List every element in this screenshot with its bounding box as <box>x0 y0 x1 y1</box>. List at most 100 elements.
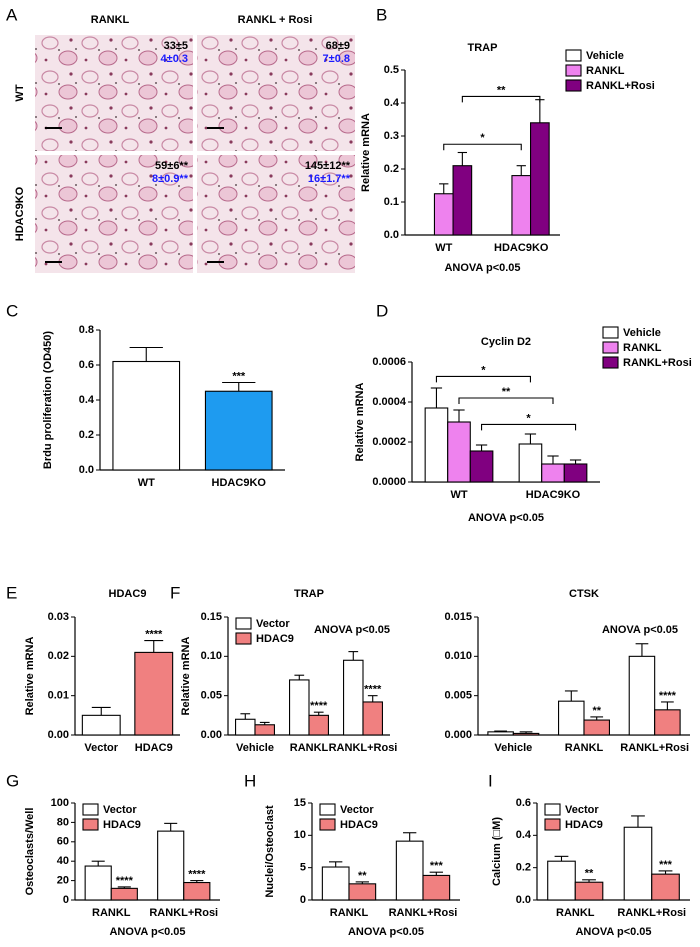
x-tick-label: HDAC9KO <box>526 489 581 501</box>
y-tick-label: 0 <box>63 894 69 906</box>
panel-letter: E <box>6 583 17 602</box>
bracket-label: * <box>481 364 486 376</box>
panel-letter: B <box>376 5 387 24</box>
micrograph <box>35 35 193 151</box>
y-tick-label: 0.03 <box>48 611 69 623</box>
y-tick-label: 0.02 <box>48 650 69 662</box>
legend-label: RANKL+Rosi <box>623 357 692 369</box>
panel-letter: C <box>6 301 18 320</box>
note: ANOVA p<0.05 <box>468 512 544 524</box>
bracket <box>458 397 554 404</box>
y-tick-label: 0.05 <box>201 690 222 702</box>
legend-swatch <box>602 356 619 369</box>
bar <box>487 731 514 736</box>
legend-swatch <box>319 818 336 831</box>
legend-swatch <box>82 818 99 831</box>
note: ANOVA p<0.05 <box>109 926 185 938</box>
y-tick-label: 80 <box>57 816 69 828</box>
bar <box>541 463 565 483</box>
bar <box>84 865 112 901</box>
y-tick-label: 0.3 <box>384 130 399 142</box>
x-tick-label: HDAC9KO <box>212 477 267 489</box>
count: 4±0.3 <box>161 53 188 65</box>
y-tick-label: 0.0000 <box>372 476 406 488</box>
legend-label: HDAC9 <box>565 819 603 831</box>
bar <box>547 860 576 901</box>
y-tick-label: 0.1 <box>384 196 399 208</box>
y-tick-label: 0 <box>300 894 306 906</box>
legend-label: RANKL+Rosi <box>586 80 655 92</box>
legend-swatch <box>319 803 336 816</box>
bracket <box>443 143 522 151</box>
bar <box>651 873 680 901</box>
y-tick-label: 0.0 <box>516 894 531 906</box>
y-tick-label: 0.005 <box>444 690 472 702</box>
significance: **** <box>659 690 677 702</box>
legend-swatch <box>602 341 619 354</box>
y-tick-label: 0.00 <box>48 729 69 741</box>
bar <box>583 719 610 736</box>
y-tick-label: 0.4 <box>79 394 95 406</box>
x-tick-label: RANKL+Rosi <box>329 742 398 754</box>
panel-letter: G <box>6 771 19 790</box>
bar <box>512 732 540 736</box>
y-tick-label: 20 <box>57 875 69 887</box>
x-tick-label: Vehicle <box>236 742 274 754</box>
legend-label: HDAC9 <box>340 819 378 831</box>
bar <box>447 421 471 483</box>
y-axis-label: Relative mRNA <box>24 637 36 716</box>
chart-title: TRAP <box>468 42 498 54</box>
bracket <box>481 423 577 431</box>
chart-title: TRAP <box>294 588 324 600</box>
legend-swatch <box>544 803 561 816</box>
legend-swatch <box>235 632 252 645</box>
bracket-label: ** <box>502 386 511 398</box>
x-tick-label: RANKL+Rosi <box>617 907 686 919</box>
bar <box>343 659 364 736</box>
count: 7±0.8 <box>323 53 350 65</box>
panel-letter: A <box>6 5 18 24</box>
bar <box>558 700 585 736</box>
bar <box>348 883 377 901</box>
legend-label: Vector <box>340 804 374 816</box>
y-tick-label: 0.6 <box>79 359 94 371</box>
x-tick-label: RANKL <box>330 907 369 919</box>
legend-swatch <box>82 803 99 816</box>
legend-swatch <box>565 64 582 77</box>
y-tick-label: 0.2 <box>79 429 94 441</box>
y-tick-label: 0.00 <box>201 729 222 741</box>
note: ANOVA p<0.05 <box>444 262 520 274</box>
legend-label: Vector <box>565 804 599 816</box>
bar <box>469 450 494 483</box>
significance: **** <box>116 875 134 887</box>
significance: *** <box>430 860 444 872</box>
bar <box>81 714 121 736</box>
y-tick-label: 0.4 <box>516 829 532 841</box>
legend-label: Vehicle <box>623 327 661 339</box>
column-label: RANKL <box>91 14 130 26</box>
panel-letter: D <box>376 301 388 320</box>
bar <box>183 881 211 901</box>
y-tick-label: 0.0006 <box>372 356 406 368</box>
y-axis-label: Relative mRNA <box>360 113 372 192</box>
legend-label: Vector <box>103 804 137 816</box>
significance: ** <box>358 870 367 882</box>
bar <box>110 887 138 901</box>
panel-letter: F <box>170 583 180 602</box>
bar <box>395 840 424 901</box>
bar <box>157 830 185 901</box>
bracket-label: * <box>480 132 485 144</box>
x-tick-label: Vehicle <box>494 742 532 754</box>
count: 68±9 <box>326 40 350 52</box>
bar <box>628 655 656 736</box>
y-tick-label: 0.0 <box>384 229 399 241</box>
y-tick-label: 0.4 <box>384 97 400 109</box>
panel-letter: I <box>488 771 493 790</box>
bar <box>518 443 543 483</box>
micrograph <box>197 35 355 151</box>
y-tick-label: 15 <box>294 797 306 809</box>
note: ANOVA p<0.05 <box>348 926 424 938</box>
legend-label: HDAC9 <box>103 819 141 831</box>
y-tick-label: 0.010 <box>444 650 472 662</box>
